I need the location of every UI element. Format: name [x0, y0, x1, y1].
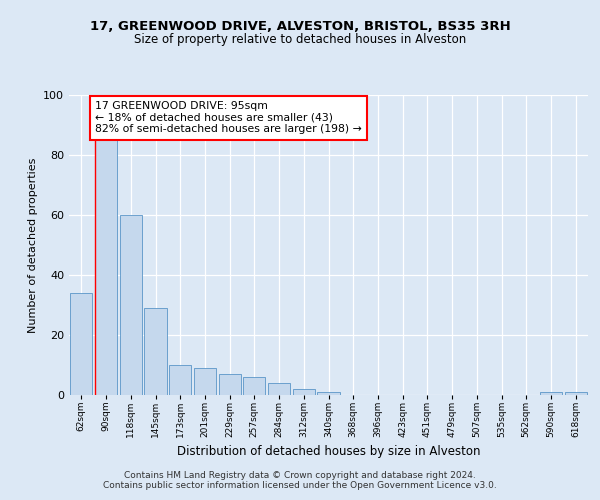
Text: Contains public sector information licensed under the Open Government Licence v3: Contains public sector information licen… — [103, 482, 497, 490]
Bar — [540, 392, 562, 395]
Bar — [243, 377, 265, 395]
Bar — [317, 392, 340, 395]
Bar — [119, 215, 142, 395]
Bar — [293, 389, 315, 395]
Text: Contains HM Land Registry data © Crown copyright and database right 2024.: Contains HM Land Registry data © Crown c… — [124, 470, 476, 480]
Bar — [95, 140, 117, 395]
Bar — [70, 293, 92, 395]
Bar — [218, 374, 241, 395]
Bar — [194, 368, 216, 395]
Bar — [268, 383, 290, 395]
Text: 17, GREENWOOD DRIVE, ALVESTON, BRISTOL, BS35 3RH: 17, GREENWOOD DRIVE, ALVESTON, BRISTOL, … — [89, 20, 511, 32]
X-axis label: Distribution of detached houses by size in Alveston: Distribution of detached houses by size … — [177, 446, 480, 458]
Text: 17 GREENWOOD DRIVE: 95sqm
← 18% of detached houses are smaller (43)
82% of semi-: 17 GREENWOOD DRIVE: 95sqm ← 18% of detac… — [95, 101, 362, 134]
Text: Size of property relative to detached houses in Alveston: Size of property relative to detached ho… — [134, 34, 466, 46]
Y-axis label: Number of detached properties: Number of detached properties — [28, 158, 38, 332]
Bar — [565, 392, 587, 395]
Bar — [145, 308, 167, 395]
Bar — [169, 365, 191, 395]
